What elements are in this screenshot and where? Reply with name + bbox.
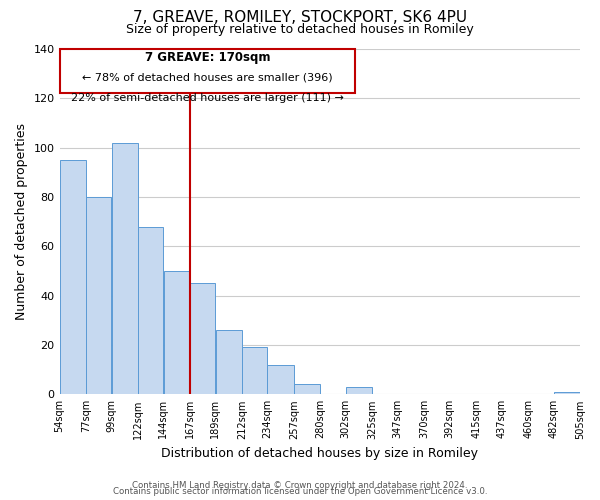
Text: 22% of semi-detached houses are larger (111) →: 22% of semi-detached houses are larger (… bbox=[71, 93, 344, 103]
Y-axis label: Number of detached properties: Number of detached properties bbox=[15, 123, 28, 320]
Text: 7 GREAVE: 170sqm: 7 GREAVE: 170sqm bbox=[145, 50, 270, 64]
FancyBboxPatch shape bbox=[59, 49, 355, 94]
Bar bbox=[268, 364, 293, 394]
Bar bbox=[346, 387, 372, 394]
Bar bbox=[190, 284, 215, 395]
Text: 7, GREAVE, ROMILEY, STOCKPORT, SK6 4PU: 7, GREAVE, ROMILEY, STOCKPORT, SK6 4PU bbox=[133, 10, 467, 25]
Bar bbox=[164, 271, 190, 394]
Text: Size of property relative to detached houses in Romiley: Size of property relative to detached ho… bbox=[126, 22, 474, 36]
Bar bbox=[215, 330, 242, 394]
Bar bbox=[242, 348, 267, 395]
Text: Contains public sector information licensed under the Open Government Licence v3: Contains public sector information licen… bbox=[113, 488, 487, 496]
Bar bbox=[86, 197, 111, 394]
Text: Contains HM Land Registry data © Crown copyright and database right 2024.: Contains HM Land Registry data © Crown c… bbox=[132, 481, 468, 490]
Text: ← 78% of detached houses are smaller (396): ← 78% of detached houses are smaller (39… bbox=[82, 72, 332, 83]
Bar bbox=[60, 160, 86, 394]
Bar bbox=[294, 384, 320, 394]
Bar bbox=[112, 142, 138, 394]
Bar bbox=[554, 392, 580, 394]
Bar bbox=[138, 226, 163, 394]
X-axis label: Distribution of detached houses by size in Romiley: Distribution of detached houses by size … bbox=[161, 447, 478, 460]
